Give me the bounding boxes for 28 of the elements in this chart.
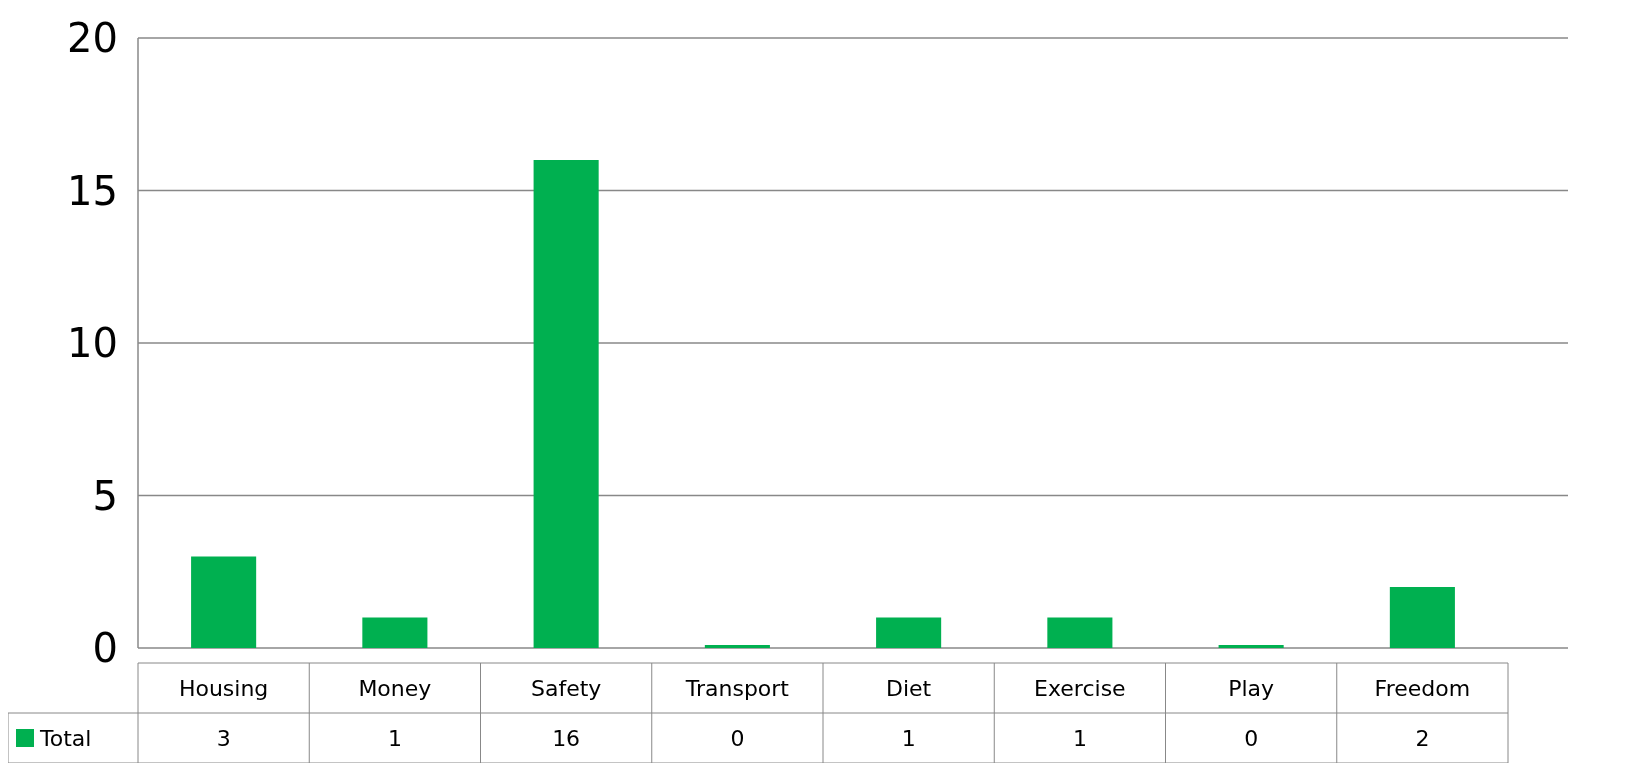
data-label: 0 <box>1244 725 1259 751</box>
bar <box>533 160 599 648</box>
data-label: 16 <box>552 725 581 751</box>
y-tick-label: 20 <box>67 15 118 61</box>
x-tick-label: Play <box>1228 675 1275 701</box>
x-tick-label: Transport <box>684 675 790 701</box>
bar <box>1389 587 1455 648</box>
data-label: 1 <box>1072 725 1087 751</box>
x-tick-label: Freedom <box>1374 675 1471 701</box>
x-tick-label: Safety <box>530 675 602 701</box>
y-tick-label: 0 <box>92 625 118 671</box>
data-label: 0 <box>730 725 745 751</box>
data-label: 1 <box>387 725 402 751</box>
y-tick-label: 5 <box>92 472 118 519</box>
bar <box>362 617 428 648</box>
data-label: 2 <box>1415 725 1430 751</box>
data-label: 3 <box>216 725 231 751</box>
x-tick-label: Money <box>358 675 432 701</box>
x-tick-label: Exercise <box>1034 675 1126 701</box>
bar <box>1047 617 1113 648</box>
y-tick-label: 15 <box>67 167 118 214</box>
x-tick-label: Diet <box>886 675 932 701</box>
data-label: 1 <box>901 725 916 751</box>
bar <box>191 556 257 648</box>
y-tick-label: 10 <box>67 320 118 366</box>
x-tick-label: Housing <box>178 675 269 701</box>
bar <box>876 617 942 648</box>
legend-label: Total <box>39 725 92 751</box>
